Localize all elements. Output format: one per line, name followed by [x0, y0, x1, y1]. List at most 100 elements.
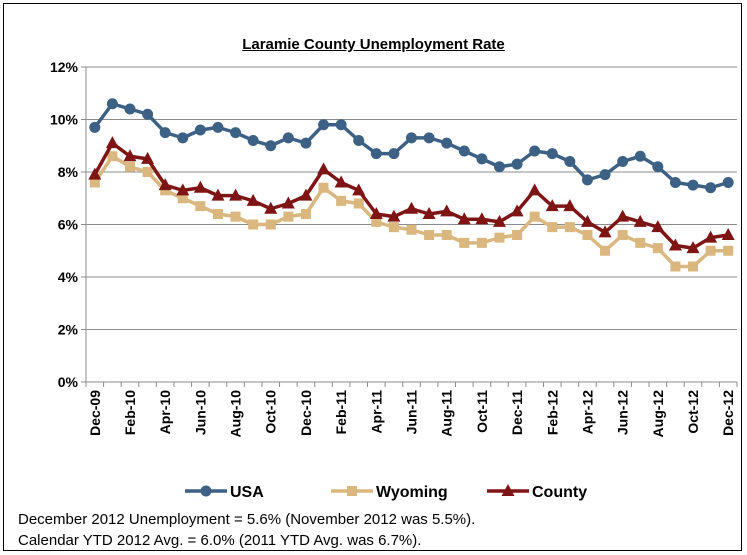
data-point-wyoming [494, 232, 505, 243]
data-point-wyoming [600, 245, 611, 256]
data-point-county [229, 188, 243, 201]
data-point-wyoming [265, 219, 276, 230]
note-ytd: Calendar YTD 2012 Avg. = 6.0% (2011 YTD … [18, 532, 422, 549]
data-point-usa [529, 145, 541, 157]
data-point-usa [194, 124, 206, 136]
data-point-usa [335, 119, 347, 131]
data-point-usa [722, 177, 734, 188]
data-point-county [440, 204, 454, 217]
data-point-usa [282, 132, 294, 144]
data-point-county [492, 214, 506, 227]
x-tick-label: Aug-12 [650, 390, 666, 438]
data-point-usa [247, 135, 259, 146]
data-point-usa [511, 158, 523, 170]
data-point-county [475, 212, 489, 225]
y-tick-label: 2% [58, 322, 79, 338]
data-point-usa [705, 182, 717, 194]
data-point-usa [370, 148, 382, 160]
data-point-county [352, 183, 366, 196]
data-point-wyoming [212, 209, 223, 219]
data-point-usa [212, 121, 224, 133]
x-tick-label: Dec-09 [87, 390, 103, 436]
data-point-usa [546, 148, 558, 160]
data-point-county [545, 199, 559, 212]
y-tick-label: 8% [58, 164, 79, 180]
data-point-county [105, 136, 119, 149]
data-point-county [616, 209, 630, 222]
x-tick-label: Oct-10 [263, 390, 279, 434]
data-point-usa [230, 127, 242, 139]
data-point-usa [265, 140, 277, 152]
data-point-usa [124, 103, 136, 115]
data-point-wyoming [283, 211, 294, 222]
data-point-usa [441, 137, 453, 149]
data-point-usa [652, 161, 664, 173]
data-point-wyoming [195, 201, 206, 212]
data-point-wyoming [318, 182, 329, 193]
legend-marker [200, 485, 212, 497]
data-point-wyoming [107, 151, 118, 162]
x-tick-label: Jun-11 [404, 390, 420, 435]
legend-marker [347, 486, 357, 496]
data-point-usa [142, 108, 154, 120]
data-point-wyoming [512, 230, 523, 240]
data-point-usa [493, 161, 505, 173]
data-point-county [123, 149, 137, 162]
x-tick-label: Aug-11 [439, 390, 455, 437]
data-point-county [317, 162, 331, 175]
x-tick-label: Feb-12 [544, 390, 560, 435]
data-point-wyoming [142, 167, 153, 177]
data-point-wyoming [529, 211, 540, 222]
data-point-wyoming [635, 237, 646, 248]
data-point-usa [388, 148, 400, 160]
data-point-wyoming [564, 222, 575, 233]
legend-label: USA [230, 484, 264, 501]
data-point-county [211, 188, 225, 201]
data-point-county [281, 196, 295, 209]
data-point-usa [89, 121, 101, 133]
data-point-usa [634, 150, 646, 162]
data-point-wyoming [248, 219, 259, 230]
data-point-wyoming [617, 230, 628, 240]
data-point-county [457, 212, 471, 225]
x-tick-label: Dec-11 [509, 390, 525, 435]
data-point-wyoming [723, 245, 734, 256]
data-point-county [668, 238, 682, 251]
data-point-usa [669, 177, 681, 188]
data-point-wyoming [705, 245, 716, 256]
data-point-usa [177, 132, 189, 144]
data-point-county [422, 207, 436, 219]
data-point-wyoming [441, 230, 452, 240]
legend-label: County [532, 484, 587, 501]
data-point-usa [423, 132, 435, 144]
data-point-wyoming [476, 237, 487, 248]
data-point-wyoming [371, 216, 382, 227]
x-tick-label: Aug-10 [228, 390, 244, 438]
x-tick-label: Jun-12 [615, 390, 631, 435]
data-point-usa [581, 174, 593, 186]
data-point-county [369, 207, 383, 219]
data-point-county [721, 228, 735, 240]
y-tick-label: 12% [50, 59, 79, 75]
data-point-county [633, 214, 647, 227]
y-tick-label: 0% [58, 374, 79, 390]
data-point-wyoming [300, 209, 311, 219]
data-point-wyoming [424, 230, 435, 240]
data-point-usa [300, 137, 312, 149]
data-point-wyoming [688, 261, 699, 272]
data-point-county [176, 183, 190, 196]
legend-label: Wyoming [376, 484, 448, 501]
data-point-usa [687, 179, 699, 191]
data-point-county [387, 209, 401, 222]
data-point-county [246, 193, 260, 206]
data-point-county [510, 204, 524, 217]
data-point-county [158, 178, 172, 191]
data-point-wyoming [336, 195, 347, 206]
data-point-usa [564, 156, 576, 167]
data-point-county [598, 225, 612, 238]
data-point-county [563, 199, 577, 212]
y-tick-label: 10% [50, 112, 79, 128]
data-point-county [651, 220, 665, 233]
data-point-wyoming [230, 211, 241, 222]
data-point-county [580, 214, 594, 227]
